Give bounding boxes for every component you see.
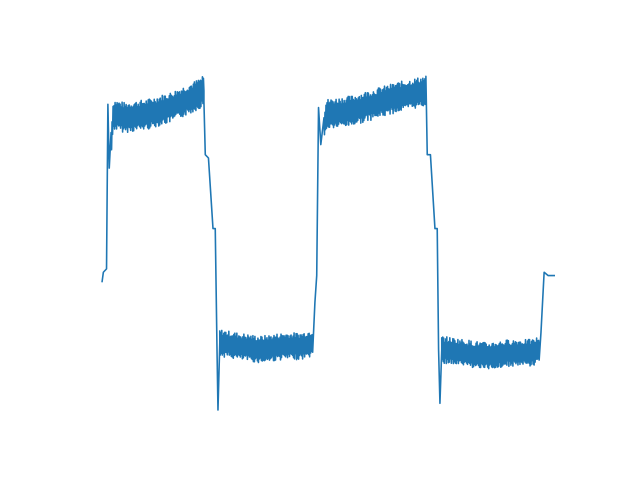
series-line-0 bbox=[101, 75, 555, 411]
series-group bbox=[101, 75, 555, 411]
